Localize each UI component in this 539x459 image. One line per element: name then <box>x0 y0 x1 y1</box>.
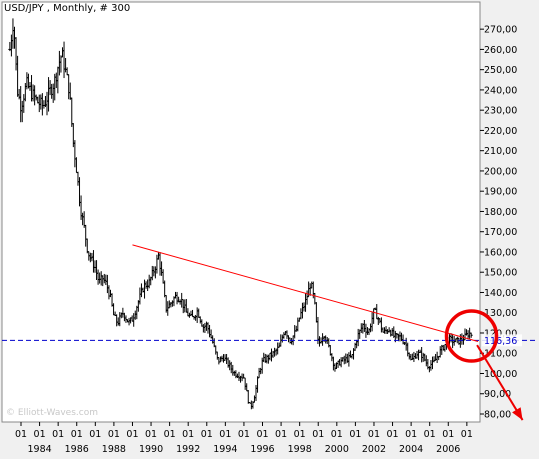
y-tick-label: 160,00 <box>484 247 517 258</box>
x-month-label: 01 <box>424 429 436 440</box>
x-month-label: 01 <box>461 429 473 440</box>
y-tick-label: 270,00 <box>484 25 517 36</box>
x-year-label: 1996 <box>250 444 274 455</box>
plot-area <box>1 1 481 423</box>
x-month-label: 01 <box>52 429 64 440</box>
y-tick-label: 240,00 <box>484 85 517 96</box>
y-tick-label: 250,00 <box>484 65 517 76</box>
resistance-trendline <box>132 244 479 342</box>
y-tick-label: 220,00 <box>484 126 517 137</box>
x-year-label: 2006 <box>436 444 460 455</box>
x-month-label: 01 <box>256 429 268 440</box>
y-tick-label: 100,00 <box>484 369 517 380</box>
y-tick-label: 210,00 <box>484 146 517 157</box>
x-year-label: 1986 <box>65 444 89 455</box>
x-year-label: 1988 <box>102 444 126 455</box>
chart-annotations: 116,36 <box>2 244 537 421</box>
y-tick-label: 90,00 <box>484 389 511 400</box>
current-price-label: 116,36 <box>484 336 517 347</box>
y-tick-label: 80,00 <box>484 410 511 421</box>
x-month-label: 01 <box>442 429 454 440</box>
current-price-label-bg <box>482 334 522 347</box>
x-year-label: 1998 <box>288 444 312 455</box>
x-month-label: 01 <box>312 429 324 440</box>
x-month-label: 01 <box>386 429 398 440</box>
x-month-label: 01 <box>275 429 287 440</box>
x-month-label: 01 <box>15 429 27 440</box>
x-year-label: 1984 <box>27 444 51 455</box>
y-tick-label: 180,00 <box>484 207 517 218</box>
x-month-label: 01 <box>126 429 138 440</box>
x-month-label: 01 <box>349 429 361 440</box>
x-year-label: 2000 <box>325 444 349 455</box>
x-month-label: 01 <box>89 429 101 440</box>
x-month-label: 01 <box>164 429 176 440</box>
x-month-label: 01 <box>71 429 83 440</box>
y-tick-label: 260,00 <box>484 45 517 56</box>
x-month-label: 01 <box>145 429 157 440</box>
downside-arrow-head <box>512 407 523 421</box>
highlight-circle <box>444 309 499 363</box>
x-year-label: 1992 <box>176 444 200 455</box>
y-tick-label: 190,00 <box>484 187 517 198</box>
y-tick-label: 110,00 <box>484 349 517 360</box>
x-year-label: 2004 <box>399 444 423 455</box>
x-month-label: 01 <box>219 429 231 440</box>
y-tick-label: 130,00 <box>484 308 517 319</box>
y-tick-label: 140,00 <box>484 288 517 299</box>
x-month-label: 01 <box>108 429 120 440</box>
x-axis: 01 01 01 01 01 01 01 01 01 01 01 01 01 01 01 01 01 01 01 01… <box>15 422 473 455</box>
x-year-label: 1994 <box>213 444 237 455</box>
price-bar <box>469 332 473 338</box>
x-month-label: 01 <box>201 429 213 440</box>
x-month-label: 01 <box>34 429 46 440</box>
x-year-label: 2002 <box>362 444 386 455</box>
y-axis: 80,00 90,00 100,00 110,00 120,00 130,00 140,00… <box>480 25 517 421</box>
watermark: © Elliott-Waves.com <box>6 408 98 418</box>
y-tick-label: 200,00 <box>484 166 517 177</box>
y-tick-label: 150,00 <box>484 268 517 279</box>
y-tick-label: 170,00 <box>484 227 517 238</box>
x-year-label: 1990 <box>139 444 163 455</box>
x-month-label: 01 <box>331 429 343 440</box>
x-month-label: 01 <box>405 429 417 440</box>
x-month-label: 01 <box>294 429 306 440</box>
x-month-label: 01 <box>182 429 194 440</box>
y-tick-label: 230,00 <box>484 106 517 117</box>
y-tick-label: 120,00 <box>484 328 517 339</box>
price-bars <box>8 18 473 410</box>
downside-arrow-shaft <box>476 344 524 421</box>
x-month-label: 01 <box>238 429 250 440</box>
chart-title: USD/JPY , Monthly, # 300 <box>4 3 130 14</box>
x-month-label: 01 <box>368 429 380 440</box>
